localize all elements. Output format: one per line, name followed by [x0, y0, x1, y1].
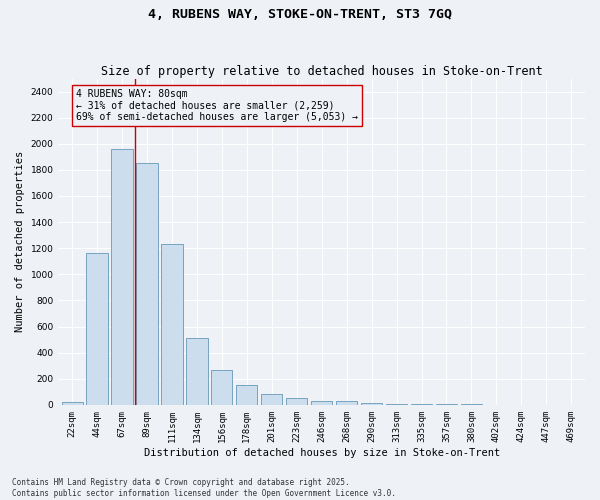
Title: Size of property relative to detached houses in Stoke-on-Trent: Size of property relative to detached ho… [101, 66, 542, 78]
Bar [336, 401, 357, 405]
Y-axis label: Number of detached properties: Number of detached properties [15, 151, 25, 332]
Text: 4 RUBENS WAY: 80sqm
← 31% of detached houses are smaller (2,259)
69% of semi-det: 4 RUBENS WAY: 80sqm ← 31% of detached ho… [76, 89, 358, 122]
Bar [386, 404, 407, 405]
Bar [86, 254, 108, 405]
Bar [261, 394, 283, 405]
Bar [161, 244, 182, 405]
X-axis label: Distribution of detached houses by size in Stoke-on-Trent: Distribution of detached houses by size … [143, 448, 500, 458]
Bar [311, 401, 332, 405]
Text: Contains HM Land Registry data © Crown copyright and database right 2025.
Contai: Contains HM Land Registry data © Crown c… [12, 478, 396, 498]
Bar [112, 149, 133, 405]
Bar [361, 403, 382, 405]
Bar [436, 404, 457, 405]
Bar [187, 338, 208, 405]
Bar [211, 370, 232, 405]
Bar [411, 404, 432, 405]
Text: 4, RUBENS WAY, STOKE-ON-TRENT, ST3 7GQ: 4, RUBENS WAY, STOKE-ON-TRENT, ST3 7GQ [148, 8, 452, 20]
Bar [236, 384, 257, 405]
Bar [286, 398, 307, 405]
Bar [62, 402, 83, 405]
Bar [136, 164, 158, 405]
